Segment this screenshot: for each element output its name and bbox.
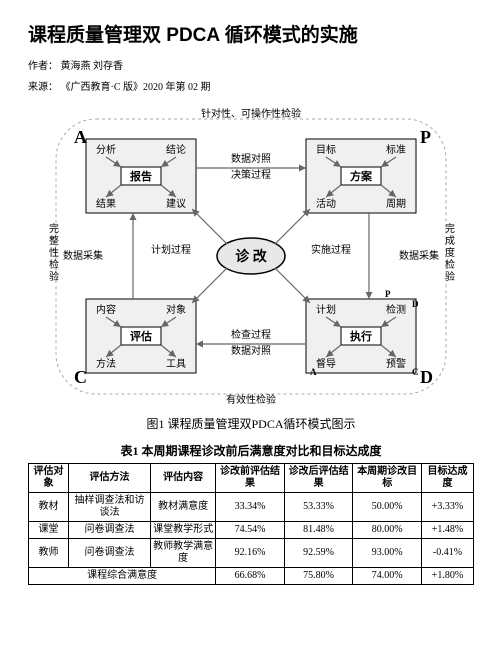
svg-text:性: 性 <box>49 246 59 259</box>
svg-text:活动: 活动 <box>316 198 336 210</box>
table-cell: 课程综合满意度 <box>29 568 216 585</box>
svg-text:D: D <box>412 299 419 309</box>
satisfaction-table: 评估对象评估方法评估内容诊改前评估结果诊改后评估结果本周期诊改目标目标达成度教材… <box>28 463 474 585</box>
authors: 黄海燕 刘存香 <box>61 61 124 72</box>
svg-text:数据采集: 数据采集 <box>399 249 439 262</box>
table-header: 评估对象 <box>29 464 69 493</box>
svg-text:完: 完 <box>445 222 455 235</box>
svg-text:标准: 标准 <box>386 144 406 156</box>
pdca-svg: 报告 分析 结论结果 建议 方案 目标 标准活动 周期评估 内容 对象方法 工具 执行 计划 检测督导 预警… <box>36 101 466 411</box>
table-header: 诊改后评估结果 <box>284 464 353 493</box>
svg-text:C: C <box>74 367 87 387</box>
table-cell: 92.16% <box>216 539 285 568</box>
table-row: 课堂问卷调查法课堂教学形式74.54%81.48%80.00%+1.48% <box>29 522 474 539</box>
svg-text:P: P <box>420 127 431 147</box>
svg-text:方案: 方案 <box>350 169 373 183</box>
svg-text:数据对照: 数据对照 <box>231 152 271 165</box>
table-cell: 66.68% <box>216 568 285 585</box>
table-header: 目标达成度 <box>421 464 473 493</box>
table-cell: 课堂 <box>29 522 69 539</box>
source-text: 《广西教育·C 版》2020 年第 02 期 <box>61 82 211 93</box>
svg-text:预警: 预警 <box>386 357 406 370</box>
svg-text:结果: 结果 <box>96 197 116 210</box>
table-cell: +1.48% <box>421 522 473 539</box>
table-header: 评估内容 <box>151 464 216 493</box>
page-title: 课程质量管理双 PDCA 循环模式的实施 <box>28 20 474 47</box>
svg-text:报告: 报告 <box>130 169 152 183</box>
svg-text:执行: 执行 <box>350 329 372 343</box>
svg-text:方法: 方法 <box>96 357 116 370</box>
svg-text:P: P <box>385 289 391 299</box>
svg-text:对象: 对象 <box>166 303 186 316</box>
table-cell: 53.33% <box>284 493 353 522</box>
svg-text:分析: 分析 <box>96 143 116 156</box>
table-cell: 93.00% <box>353 539 422 568</box>
svg-text:整: 整 <box>49 234 59 247</box>
table-cell: 81.48% <box>284 522 353 539</box>
table-header: 评估方法 <box>69 464 151 493</box>
svg-text:数据采集: 数据采集 <box>63 249 103 262</box>
svg-text:C: C <box>412 367 419 377</box>
table-cell: 教材满意度 <box>151 493 216 522</box>
svg-text:建议: 建议 <box>166 197 186 210</box>
table-cell: 课堂教学形式 <box>151 522 216 539</box>
author-label: 作者： <box>28 61 58 72</box>
svg-text:诊 改: 诊 改 <box>235 248 267 265</box>
svg-text:A: A <box>74 127 87 147</box>
table-cell: 教材 <box>29 493 69 522</box>
table-cell: 80.00% <box>353 522 422 539</box>
svg-text:数据对照: 数据对照 <box>231 344 271 357</box>
table-row: 教师问卷调查法教师教学满意度92.16%92.59%93.00%-0.41% <box>29 539 474 568</box>
svg-text:检测: 检测 <box>386 303 406 316</box>
svg-text:验: 验 <box>49 270 59 283</box>
svg-text:针对性、可操作性检验: 针对性、可操作性检验 <box>201 107 301 120</box>
svg-text:完: 完 <box>49 222 59 235</box>
table-cell: +1.80% <box>421 568 473 585</box>
table-cell: 92.59% <box>284 539 353 568</box>
table-row: 教材抽样调查法和访谈法教材满意度33.34%53.33%50.00%+3.33% <box>29 493 474 522</box>
svg-text:成: 成 <box>445 235 455 247</box>
svg-text:目标: 目标 <box>316 144 336 156</box>
table-overall-row: 课程综合满意度66.68%75.80%74.00%+1.80% <box>29 568 474 585</box>
source-line: 来源： 《广西教育·C 版》2020 年第 02 期 <box>28 78 474 93</box>
svg-text:工具: 工具 <box>166 358 186 370</box>
table-cell: 74.00% <box>353 568 422 585</box>
svg-text:内容: 内容 <box>96 303 116 316</box>
svg-text:计划: 计划 <box>316 303 336 316</box>
svg-text:决策过程: 决策过程 <box>231 168 271 181</box>
table-header: 本周期诊改目标 <box>353 464 422 493</box>
table-cell: 问卷调查法 <box>69 539 151 568</box>
svg-text:A: A <box>310 367 317 377</box>
table-cell: 50.00% <box>353 493 422 522</box>
table-cell: +3.33% <box>421 493 473 522</box>
table-cell: 抽样调查法和访谈法 <box>69 493 151 522</box>
table-cell: 教师教学满意度 <box>151 539 216 568</box>
svg-text:检: 检 <box>445 258 455 271</box>
figure-caption: 图1 课程质量管理双PDCA循环模式图示 <box>28 415 474 432</box>
table-cell: 74.54% <box>216 522 285 539</box>
svg-text:实施过程: 实施过程 <box>311 243 351 256</box>
table-header: 诊改前评估结果 <box>216 464 285 493</box>
pdca-diagram: 报告 分析 结论结果 建议 方案 目标 标准活动 周期评估 内容 对象方法 工具 执行 计划 检测督导 预警… <box>28 101 474 411</box>
table-caption: 表1 本周期课程诊改前后满意度对比和目标达成度 <box>28 442 474 459</box>
svg-text:评估: 评估 <box>130 329 152 343</box>
table-cell: 75.80% <box>284 568 353 585</box>
source-label: 来源： <box>28 82 58 93</box>
svg-text:验: 验 <box>445 270 455 283</box>
svg-text:度: 度 <box>445 246 455 259</box>
svg-text:计划过程: 计划过程 <box>151 243 191 256</box>
svg-text:D: D <box>420 367 433 387</box>
svg-text:检查过程: 检查过程 <box>231 328 271 341</box>
svg-text:周期: 周期 <box>386 198 406 210</box>
table-cell: 教师 <box>29 539 69 568</box>
table-cell: 33.34% <box>216 493 285 522</box>
table-cell: -0.41% <box>421 539 473 568</box>
svg-text:检: 检 <box>49 258 59 271</box>
svg-text:有效性检验: 有效性检验 <box>226 393 276 406</box>
svg-text:结论: 结论 <box>166 143 186 156</box>
table-cell: 问卷调查法 <box>69 522 151 539</box>
svg-text:督导: 督导 <box>316 357 336 370</box>
author-line: 作者： 黄海燕 刘存香 <box>28 57 474 72</box>
